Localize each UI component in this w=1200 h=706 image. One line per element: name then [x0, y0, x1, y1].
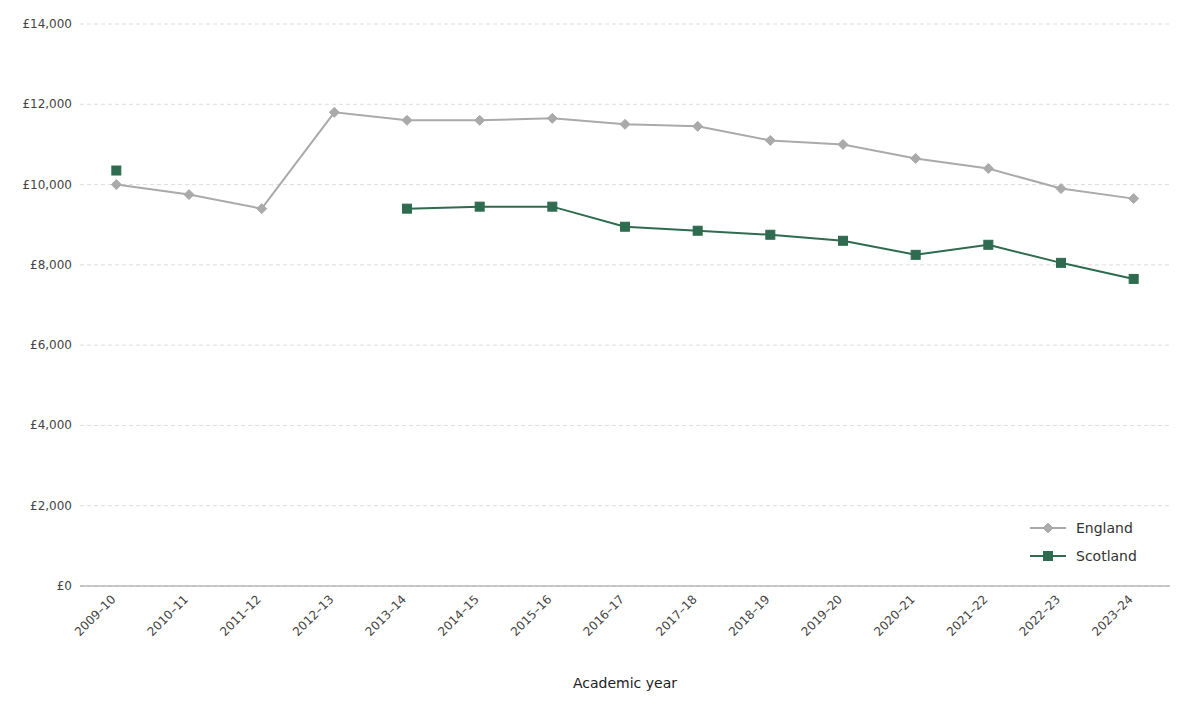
x-tick-label: 2019–20: [799, 592, 846, 639]
y-tick-label: £14,000: [22, 17, 72, 31]
series-line: [116, 112, 1133, 208]
point: [1056, 184, 1066, 194]
series-line: [407, 207, 1134, 279]
grid-line: [80, 586, 1170, 587]
point: [1129, 274, 1138, 283]
point: [765, 135, 775, 145]
legend-label: Scotland: [1076, 548, 1137, 564]
point: [839, 236, 848, 245]
point: [257, 204, 267, 214]
point: [475, 115, 485, 125]
grid-line: [80, 104, 1170, 105]
point: [548, 202, 557, 211]
point: [621, 222, 630, 231]
point: [983, 164, 993, 174]
point: [693, 226, 702, 235]
point: [1057, 258, 1066, 267]
point: [184, 190, 194, 200]
point: [911, 250, 920, 259]
point: [547, 113, 557, 123]
chart: £0 £2,000 £4,000 £6,000 £8,000 £10,000 £12,000…: [0, 0, 1200, 706]
x-tick-label: 2020–21: [871, 592, 918, 639]
grid-line: [80, 184, 1170, 185]
y-tick-label: £6,000: [30, 338, 72, 352]
point: [693, 121, 703, 131]
point: [620, 119, 630, 129]
point: [911, 153, 921, 163]
x-tick-label: 2018–19: [726, 592, 773, 639]
y-tick-label: £4,000: [30, 418, 72, 432]
y-tick-label: £2,000: [30, 499, 72, 513]
point: [475, 202, 484, 211]
x-axis-line: [80, 586, 1170, 587]
x-tick-label: 2016–17: [581, 592, 628, 639]
y-tick-label: £0: [57, 579, 72, 593]
x-tick-label: 2014–15: [435, 592, 482, 639]
y-tick-label: £8,000: [30, 258, 72, 272]
y-grid: [80, 24, 1170, 586]
grid-line: [80, 505, 1170, 506]
x-axis-label: Academic year: [573, 675, 677, 691]
legend: England Scotland: [1030, 520, 1137, 564]
legend-label: England: [1076, 520, 1133, 536]
x-tick-label: 2015–16: [508, 592, 555, 639]
x-tick-label: 2023–24: [1089, 592, 1136, 639]
point: [402, 115, 412, 125]
point: [838, 139, 848, 149]
point: [329, 107, 339, 117]
grid-line: [80, 345, 1170, 346]
point: [111, 180, 121, 190]
x-tick-label: 2022–23: [1017, 592, 1064, 639]
legend-marker: [1044, 552, 1053, 561]
plot-area: [111, 107, 1138, 283]
point: [1129, 194, 1139, 204]
x-tick-label: 2021–22: [944, 592, 991, 639]
y-tick-label: £10,000: [22, 178, 72, 192]
grid-line: [80, 264, 1170, 265]
point: [403, 204, 412, 213]
grid-line: [80, 24, 1170, 25]
x-tick-label: 2013–14: [363, 592, 410, 639]
legend-marker: [1043, 523, 1053, 533]
y-tick-label: £12,000: [22, 97, 72, 111]
point: [766, 230, 775, 239]
x-tick-label: 2017–18: [653, 592, 700, 639]
x-tick-label: 2010–11: [145, 592, 192, 639]
x-tick-label: 2011–12: [217, 592, 264, 639]
x-tick-label: 2009–10: [72, 592, 119, 639]
x-tick-label: 2012–13: [290, 592, 337, 639]
grid-line: [80, 425, 1170, 426]
point: [984, 240, 993, 249]
point: [112, 166, 121, 175]
